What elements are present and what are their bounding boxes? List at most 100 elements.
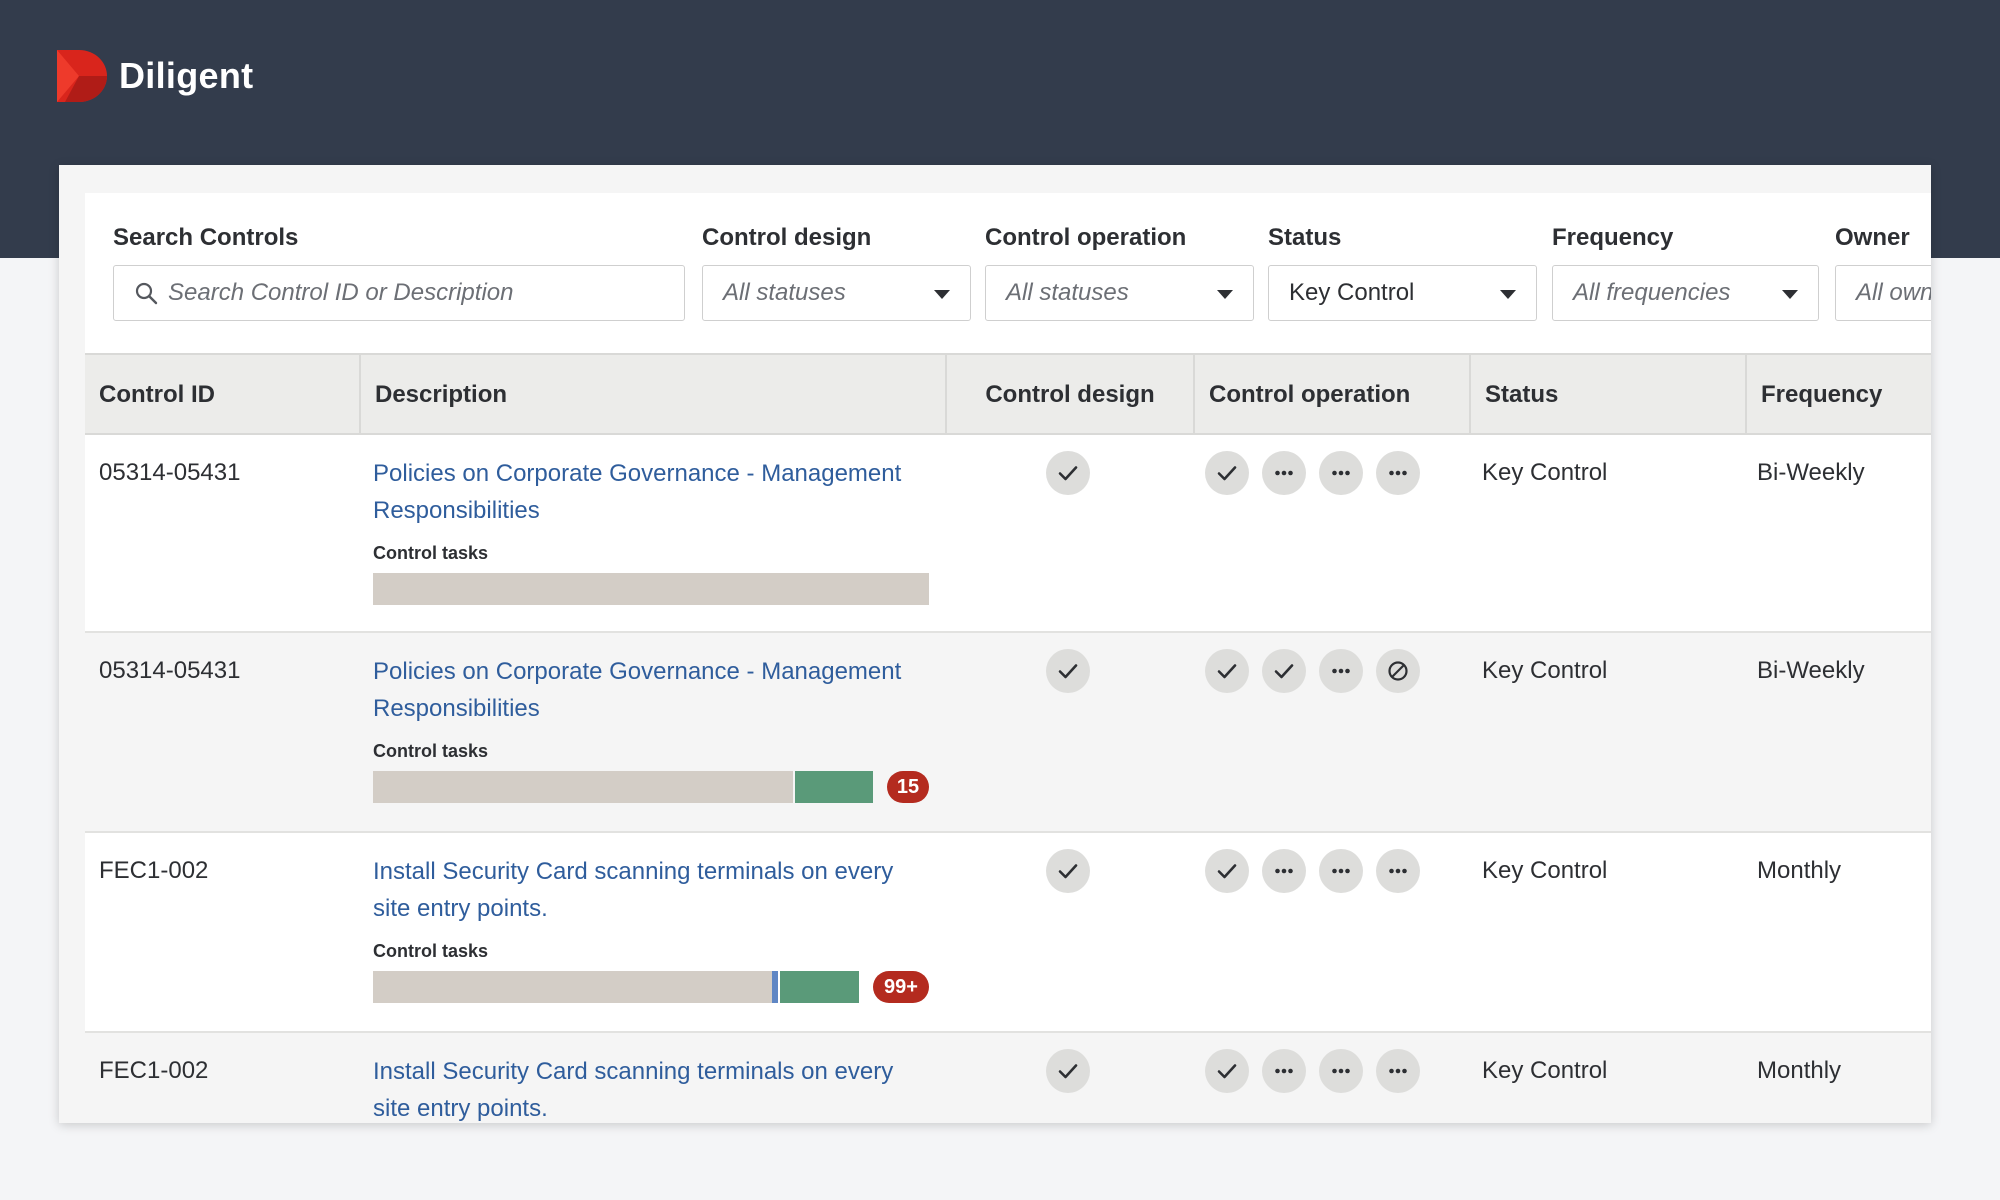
more-dots-icon <box>1332 868 1350 874</box>
control-design-filter-label: Control design <box>702 224 872 251</box>
frequency-value: Bi-Weekly <box>1757 459 1865 486</box>
status-filter-label: Status <box>1268 224 1342 251</box>
frequency-value: Bi-Weekly <box>1757 657 1865 684</box>
status-select-value: Key Control <box>1289 279 1415 306</box>
control-description-link[interactable]: Install Security Card scanning terminals… <box>373 858 894 922</box>
more-dots-icon <box>1275 868 1293 874</box>
control-operation-status-1[interactable] <box>1205 849 1249 893</box>
owner-filter: Owner All own <box>1835 221 1931 321</box>
control-operation-status-3[interactable] <box>1319 1049 1363 1093</box>
control-operation-status-3[interactable] <box>1319 849 1363 893</box>
check-icon <box>1217 466 1237 481</box>
table-row[interactable]: 05314-05431 Policies on Corporate Governa… <box>85 633 1931 833</box>
chevron-down-icon <box>1782 290 1798 299</box>
control-operation-status-4[interactable] <box>1376 649 1420 693</box>
frequency-filter-label: Frequency <box>1552 224 1674 251</box>
chevron-down-icon <box>934 290 950 299</box>
control-tasks-progress[interactable]: 99+ <box>373 971 929 1003</box>
control-tasks-progress[interactable] <box>373 573 929 605</box>
control-operation-status-2[interactable] <box>1262 1049 1306 1093</box>
status-value: Key Control <box>1482 459 1608 486</box>
brand-name: Diligent <box>119 55 254 96</box>
owner-select[interactable]: All own <box>1835 265 1931 321</box>
task-bar-in-progress <box>772 971 778 1003</box>
more-dots-icon <box>1389 1068 1407 1074</box>
control-operation-status-3[interactable] <box>1319 649 1363 693</box>
task-bar-complete <box>795 771 873 803</box>
control-operation-status-1[interactable] <box>1205 451 1249 495</box>
more-dots-icon <box>1332 1068 1350 1074</box>
description-cell: Policies on Corporate Governance - Manag… <box>373 455 943 605</box>
check-icon <box>1217 664 1237 679</box>
control-operation-select[interactable]: All statuses <box>985 265 1254 321</box>
control-description-link[interactable]: Policies on Corporate Governance - Manag… <box>373 658 902 722</box>
table-row[interactable]: 05314-05431 Policies on Corporate Governa… <box>85 435 1931 633</box>
controls-table: Control ID Description Control design Co… <box>85 353 1931 1123</box>
control-operation-status-1[interactable] <box>1205 649 1249 693</box>
search-icon <box>135 282 158 305</box>
control-operation-status-4[interactable] <box>1376 849 1420 893</box>
check-icon <box>1058 864 1078 879</box>
blocked-icon <box>1388 661 1408 681</box>
table-body: 05314-05431 Policies on Corporate Governa… <box>85 435 1931 1123</box>
table-row[interactable]: FEC1-002 Install Security Card scanning t… <box>85 1033 1931 1123</box>
controls-content: Search Controls Search Control ID or Des… <box>85 193 1931 1123</box>
control-tasks-progress[interactable]: 15 <box>373 771 929 803</box>
frequency-select[interactable]: All frequencies <box>1552 265 1819 321</box>
col-control-operation[interactable]: Control operation <box>1195 355 1471 435</box>
search-input[interactable]: Search Control ID or Description <box>113 265 685 321</box>
owner-filter-label: Owner <box>1835 224 1910 251</box>
control-description-link[interactable]: Install Security Card scanning terminals… <box>373 1058 894 1122</box>
control-design-status[interactable] <box>1046 849 1090 893</box>
control-design-select-value: All statuses <box>723 279 846 306</box>
col-control-id[interactable]: Control ID <box>85 355 361 435</box>
task-bar-pending <box>373 771 793 803</box>
status-value: Key Control <box>1482 657 1608 684</box>
more-dots-icon <box>1389 470 1407 476</box>
description-cell: Install Security Card scanning terminals… <box>373 1053 943 1123</box>
status-select[interactable]: Key Control <box>1268 265 1537 321</box>
control-operation-status-3[interactable] <box>1319 451 1363 495</box>
check-icon <box>1058 466 1078 481</box>
control-description-link[interactable]: Policies on Corporate Governance - Manag… <box>373 460 902 524</box>
control-operation-status-2[interactable] <box>1262 649 1306 693</box>
col-control-design[interactable]: Control design <box>947 355 1195 435</box>
control-operation-status-4[interactable] <box>1376 1049 1420 1093</box>
frequency-filter: Frequency All frequencies <box>1552 221 1819 321</box>
task-bar-complete <box>780 971 859 1003</box>
control-operation-select-value: All statuses <box>1006 279 1129 306</box>
col-description[interactable]: Description <box>361 355 947 435</box>
task-count-badge[interactable]: 99+ <box>873 971 929 1003</box>
more-dots-icon <box>1275 1068 1293 1074</box>
control-design-select[interactable]: All statuses <box>702 265 971 321</box>
control-operation-status-2[interactable] <box>1262 451 1306 495</box>
control-tasks-label: Control tasks <box>373 741 489 761</box>
control-design-status[interactable] <box>1046 649 1090 693</box>
control-operation-filter-label: Control operation <box>985 224 1187 251</box>
owner-select-value: All own <box>1856 279 1931 306</box>
control-design-status[interactable] <box>1046 1049 1090 1093</box>
control-design-status[interactable] <box>1046 451 1090 495</box>
col-status[interactable]: Status <box>1471 355 1747 435</box>
check-icon <box>1058 664 1078 679</box>
description-cell: Policies on Corporate Governance - Manag… <box>373 653 943 803</box>
description-cell: Install Security Card scanning terminals… <box>373 853 943 1003</box>
more-dots-icon <box>1389 868 1407 874</box>
control-id: 05314-05431 <box>99 657 241 684</box>
task-count-badge[interactable]: 15 <box>887 771 929 803</box>
check-icon <box>1058 1064 1078 1079</box>
controls-panel: Search Controls Search Control ID or Des… <box>59 165 1931 1123</box>
status-value: Key Control <box>1482 857 1608 884</box>
control-operation-status-2[interactable] <box>1262 849 1306 893</box>
brand-logo[interactable]: Diligent <box>57 50 253 102</box>
control-operation-status-4[interactable] <box>1376 451 1420 495</box>
check-icon <box>1274 664 1294 679</box>
control-tasks-label: Control tasks <box>373 543 489 563</box>
task-bar-pending <box>373 573 929 605</box>
control-operation-filter: Control operation All statuses <box>985 221 1254 321</box>
control-operation-status-1[interactable] <box>1205 1049 1249 1093</box>
table-row[interactable]: FEC1-002 Install Security Card scanning t… <box>85 833 1931 1033</box>
col-frequency[interactable]: Frequency <box>1761 381 1883 408</box>
status-filter: Status Key Control <box>1268 221 1537 321</box>
search-placeholder: Search Control ID or Description <box>168 279 514 306</box>
